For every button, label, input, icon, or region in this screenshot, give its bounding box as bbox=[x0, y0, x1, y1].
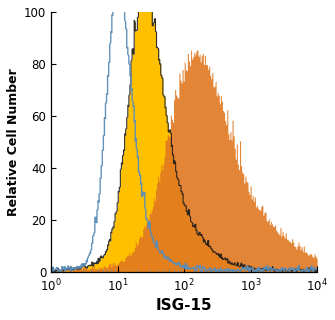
X-axis label: ISG-15: ISG-15 bbox=[156, 298, 212, 313]
Y-axis label: Relative Cell Number: Relative Cell Number bbox=[7, 68, 20, 216]
